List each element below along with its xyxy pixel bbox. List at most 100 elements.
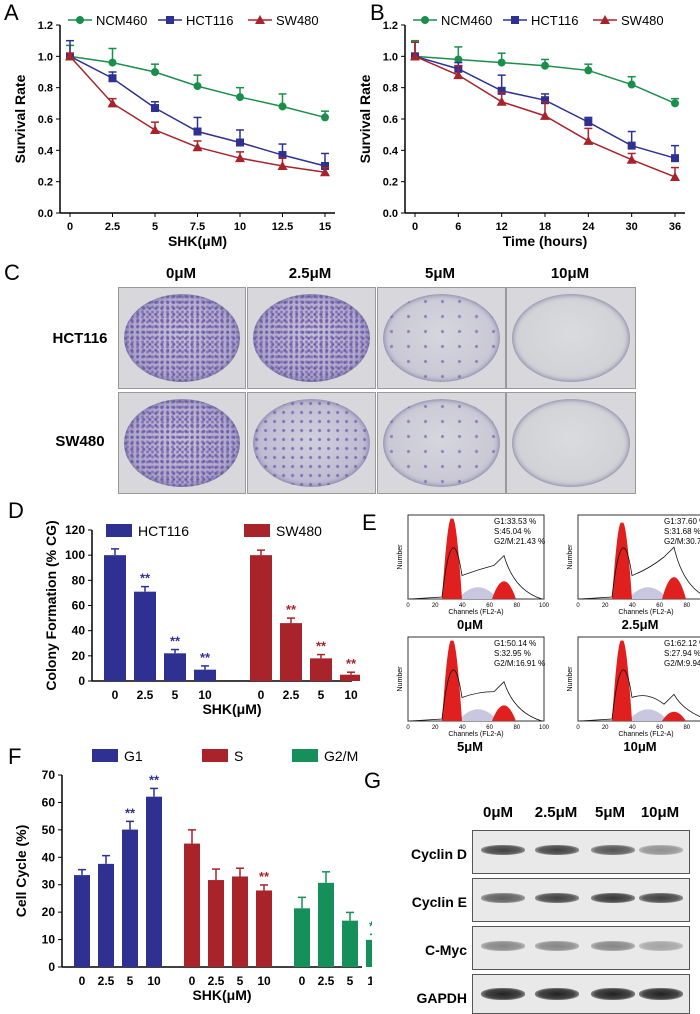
bar-sw480 bbox=[310, 658, 332, 681]
data-point-hct116 bbox=[193, 127, 202, 136]
blot-col-5: 5μM bbox=[594, 804, 625, 821]
blot-row-cyclin-d: Cyclin D bbox=[410, 846, 467, 862]
x-tick-label: 0 bbox=[112, 688, 119, 702]
significance-mark: ** bbox=[140, 571, 151, 586]
x-tick-label: 60 bbox=[656, 725, 663, 731]
significance-mark: ** bbox=[316, 639, 327, 654]
blot-band bbox=[591, 941, 635, 951]
x-tick-label: 10 bbox=[344, 688, 358, 702]
x-tick-label: 12.5 bbox=[272, 221, 293, 233]
legend-swatch bbox=[106, 524, 132, 537]
x-tick-label: 0 bbox=[79, 974, 86, 988]
blot-band bbox=[481, 941, 525, 951]
data-point-sw480 bbox=[192, 142, 203, 152]
g1-percent: G1:50.14 % bbox=[494, 639, 536, 648]
g2m-peak bbox=[492, 581, 516, 599]
blot-band bbox=[639, 845, 683, 855]
x-axis-label: SHK(μM) bbox=[202, 701, 261, 717]
plot-frame bbox=[577, 636, 700, 722]
s-phase-area bbox=[458, 709, 498, 721]
plot-frame bbox=[407, 514, 545, 600]
y-tick-label: 120 bbox=[65, 523, 85, 537]
panel-letter-g: G bbox=[364, 768, 382, 793]
s-phase-area bbox=[628, 709, 668, 721]
y-tick-label: 0.8 bbox=[383, 83, 398, 95]
dose-label: 10μM bbox=[623, 739, 656, 753]
x-tick-label: 40 bbox=[629, 725, 636, 731]
legend-label-sw480: SW480 bbox=[276, 13, 319, 28]
data-point-ncm460 bbox=[454, 55, 463, 64]
data-point-sw480 bbox=[496, 96, 507, 106]
data-point-ncm460 bbox=[497, 58, 506, 67]
s-phase-area bbox=[628, 587, 668, 599]
histogram-outline bbox=[409, 669, 543, 722]
y-tick-label: 0.6 bbox=[38, 114, 53, 126]
g2m-peak bbox=[492, 705, 516, 721]
x-tick-label: 2.5 bbox=[208, 974, 225, 988]
x-tick-label: 80 bbox=[683, 603, 690, 609]
data-point-sw480 bbox=[150, 124, 160, 134]
x-tick-label: 5 bbox=[347, 974, 354, 988]
x-tick-label: 100 bbox=[539, 603, 550, 609]
y-tick-label: 40 bbox=[42, 850, 56, 864]
legend-label-sw480: SW480 bbox=[276, 523, 322, 539]
legend-label-s: S bbox=[234, 748, 243, 764]
data-point-hct116 bbox=[541, 96, 549, 105]
panel-letter-f: F bbox=[8, 744, 22, 769]
data-point-hct116 bbox=[497, 86, 506, 95]
x-tick-label: 5 bbox=[237, 974, 244, 988]
x-tick-label: 0 bbox=[406, 725, 410, 731]
s-phase-area bbox=[458, 587, 498, 599]
blot-strip bbox=[472, 878, 690, 922]
blot-band bbox=[535, 893, 579, 903]
g1-percent: G1:62.12 % bbox=[664, 639, 700, 648]
x-axis-label: Channels (FL2-A) bbox=[618, 609, 673, 616]
bar-sw480 bbox=[280, 623, 302, 681]
plate-sw480-10 bbox=[506, 392, 636, 494]
series-line-sw480 bbox=[69, 55, 326, 174]
dose-label: 5μM bbox=[457, 739, 483, 753]
plot-frame bbox=[407, 636, 545, 722]
legend-label-sw480: SW480 bbox=[621, 13, 664, 28]
y-tick-label: 80 bbox=[72, 573, 86, 587]
legend-marker bbox=[511, 16, 519, 24]
x-tick-label: 10 bbox=[234, 221, 246, 233]
y-tick-label: 1.2 bbox=[38, 20, 53, 32]
x-axis-label: Channels (FL2-A) bbox=[448, 731, 503, 738]
y-axis-label: Colony Formation (% CG) bbox=[43, 520, 59, 690]
x-tick-label: 2.5 bbox=[105, 221, 120, 233]
bar-sw480 bbox=[250, 555, 272, 681]
row-label-hct116: HCT116 bbox=[52, 330, 108, 347]
western-blot-panel: 0μM 2.5μM 5μM 10μM Cyclin D Cyclin E C-M… bbox=[372, 790, 700, 1014]
x-tick-label: 40 bbox=[459, 603, 466, 609]
survival-time-chart: 0.0 0.2 0.4 0.6 0.8 1.0 1.2 0 6 12 18 24 30 36 Time (h… bbox=[357, 13, 685, 249]
plate-sw480-0 bbox=[118, 392, 246, 494]
blot-band bbox=[639, 988, 683, 1000]
y-tick-label: 30 bbox=[42, 878, 56, 892]
y-tick-label: 0.0 bbox=[383, 208, 398, 220]
y-axis-label: Number bbox=[567, 544, 574, 570]
x-axis-label: Channels (FL2-A) bbox=[618, 731, 673, 738]
legend-marker bbox=[166, 16, 174, 24]
x-tick-label: 2.5 bbox=[98, 974, 115, 988]
g1-peak bbox=[442, 518, 462, 599]
significance-mark: ** bbox=[286, 602, 297, 617]
blot-band bbox=[591, 988, 635, 1000]
s-percent: S:31.68 % bbox=[664, 527, 700, 536]
col-header-2-5: 2.5μM bbox=[288, 265, 332, 282]
legend-label-ncm460: NCM460 bbox=[441, 13, 492, 28]
legend-marker bbox=[76, 16, 84, 24]
y-tick-label: 0.2 bbox=[38, 177, 53, 189]
panel-letter-a: A bbox=[4, 0, 19, 25]
blot-band bbox=[591, 845, 635, 855]
x-tick-label: 12 bbox=[496, 221, 508, 233]
bar-g2/m bbox=[342, 920, 358, 967]
data-point-ncm460 bbox=[278, 102, 287, 111]
legend-swatch bbox=[202, 749, 228, 762]
y-tick-label: 20 bbox=[72, 649, 86, 663]
significance-mark: ** bbox=[125, 805, 136, 820]
y-tick-label: 1.0 bbox=[38, 51, 53, 63]
significance-mark: ** bbox=[170, 634, 181, 649]
